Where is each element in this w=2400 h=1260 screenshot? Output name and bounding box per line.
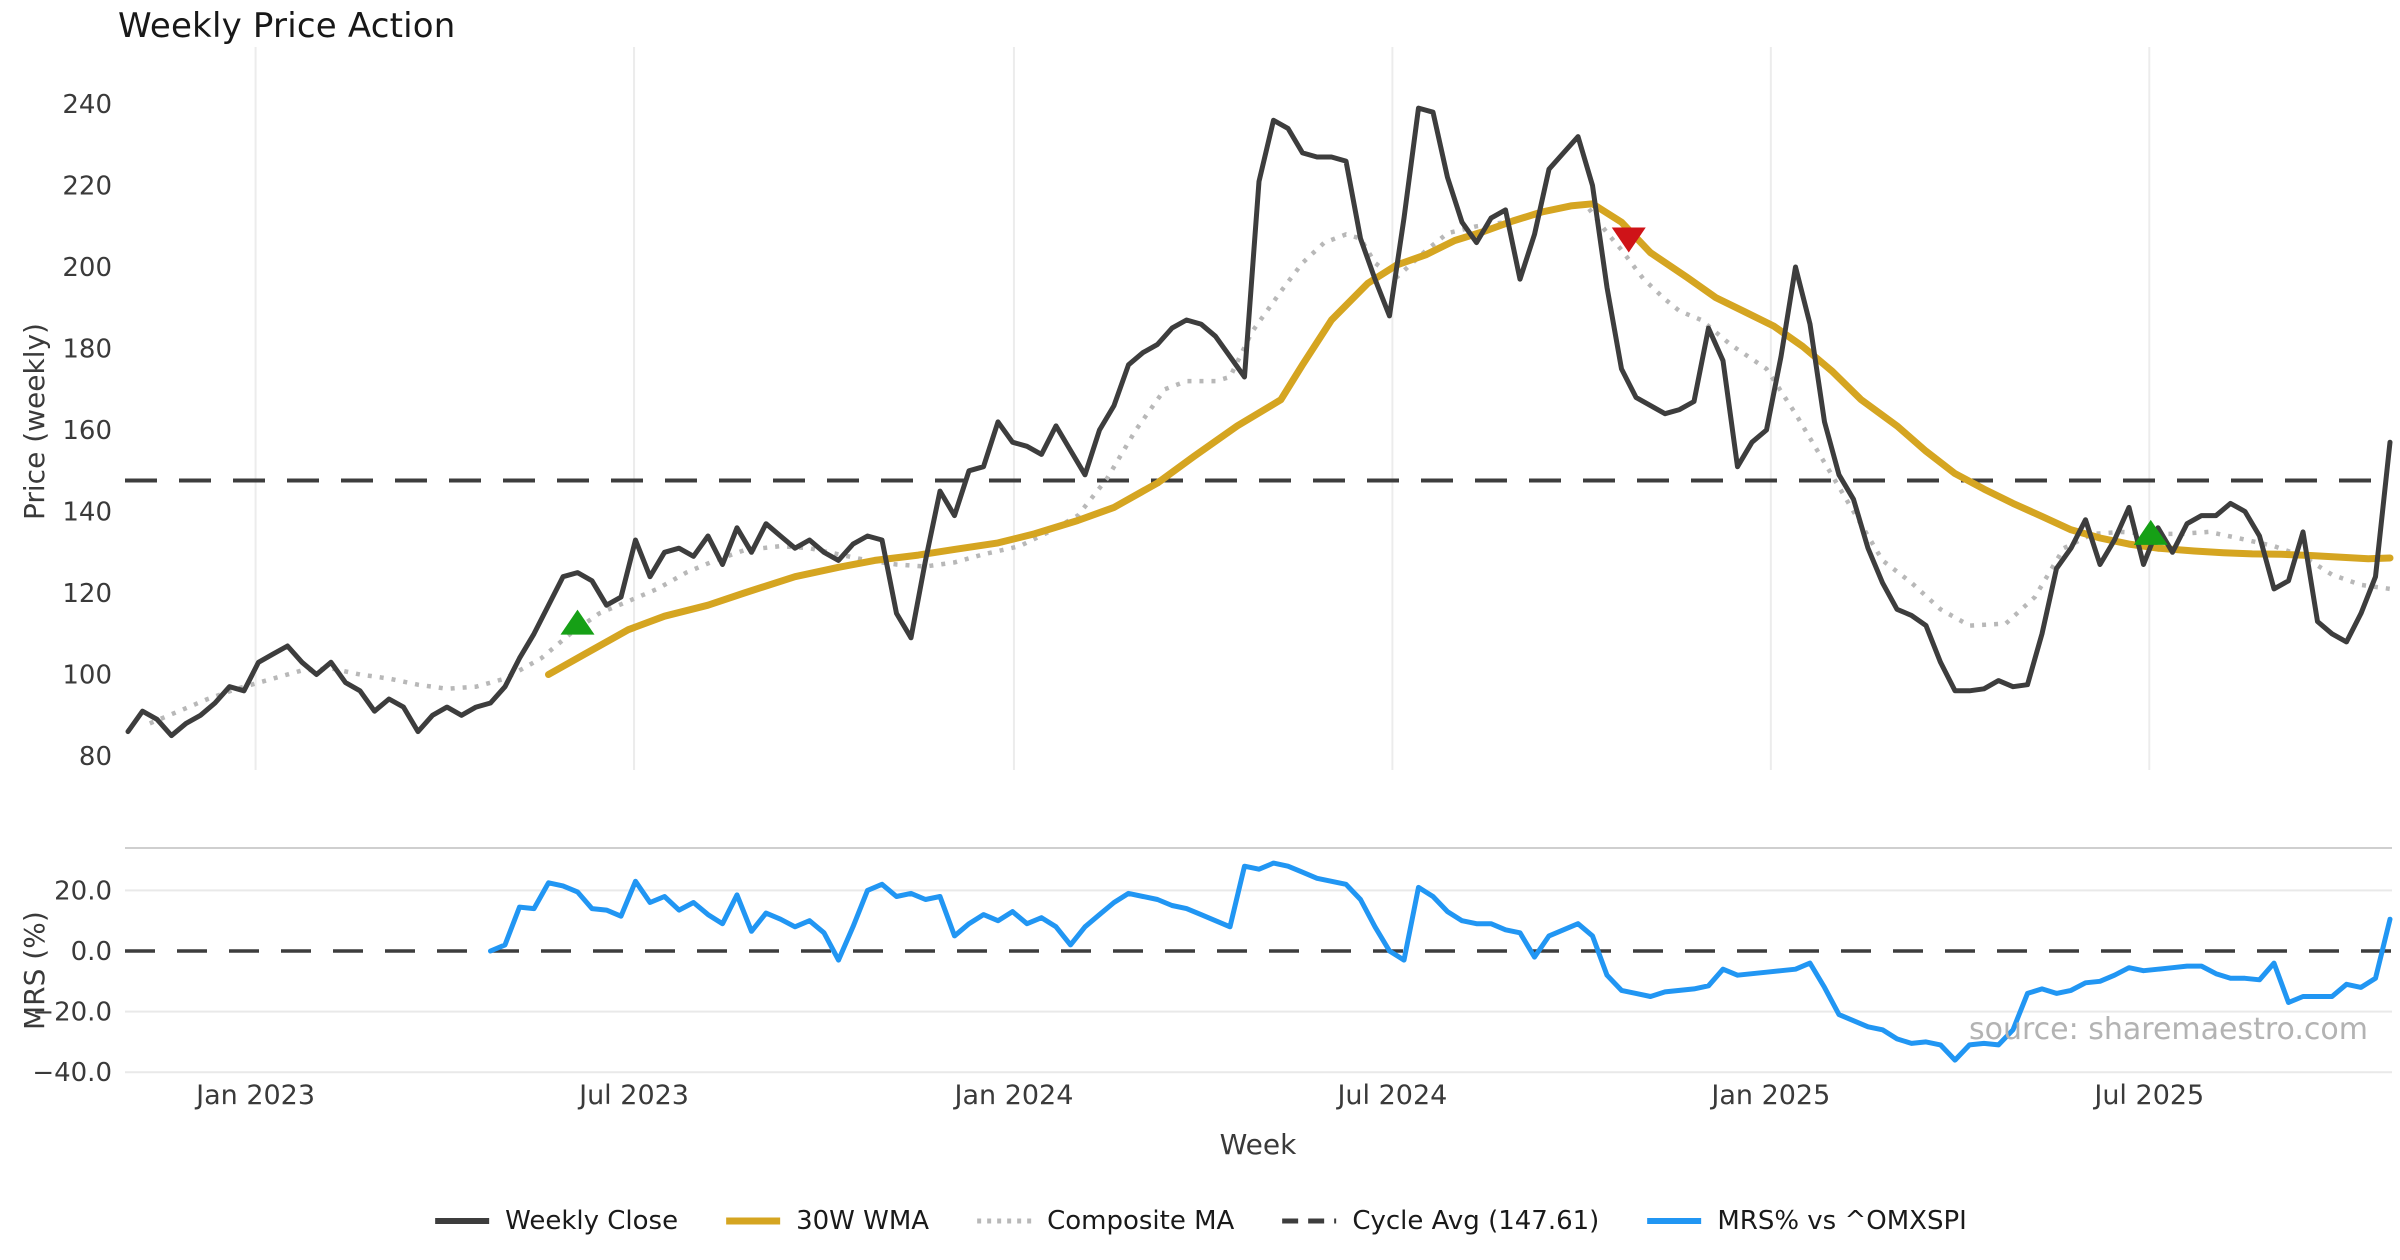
legend-label: Weekly Close xyxy=(505,1206,679,1236)
source-watermark: source: sharemaestro.com xyxy=(1969,1012,2368,1047)
weekly-close-line-icon xyxy=(435,1218,490,1224)
legend: Weekly Close 30W WMA Composite MA Cycle … xyxy=(433,1206,1967,1236)
legend-label: MRS% vs ^OMXSPI xyxy=(1717,1206,1967,1236)
svg-text:Jan 2025: Jan 2025 xyxy=(1709,1080,1830,1111)
legend-item-composite-ma: Composite MA xyxy=(975,1206,1234,1236)
svg-text:0.0: 0.0 xyxy=(71,937,112,967)
wma-line-icon xyxy=(726,1217,781,1225)
svg-text:100: 100 xyxy=(62,661,112,691)
svg-text:80: 80 xyxy=(79,742,112,772)
svg-text:Jan 2024: Jan 2024 xyxy=(952,1080,1073,1111)
legend-label: 30W WMA xyxy=(796,1206,930,1236)
legend-item-weekly-close: Weekly Close xyxy=(433,1206,678,1236)
svg-text:−20.0: −20.0 xyxy=(32,998,112,1028)
svg-text:Jul 2025: Jul 2025 xyxy=(2092,1080,2204,1111)
svg-text:220: 220 xyxy=(62,172,112,202)
mrs-line-icon xyxy=(1647,1218,1702,1224)
legend-label: Composite MA xyxy=(1047,1206,1235,1236)
svg-text:−40.0: −40.0 xyxy=(32,1058,112,1088)
svg-text:20.0: 20.0 xyxy=(54,876,112,906)
composite-ma-dotted-line-icon xyxy=(977,1218,1032,1224)
svg-text:200: 200 xyxy=(62,253,112,283)
svg-text:Jan 2023: Jan 2023 xyxy=(194,1080,315,1111)
cycle-avg-dashed-line-icon xyxy=(1282,1218,1337,1224)
legend-item-mrs: MRS% vs ^OMXSPI xyxy=(1645,1206,1967,1236)
svg-text:140: 140 xyxy=(62,498,112,528)
legend-label: Cycle Avg (147.61) xyxy=(1352,1206,1600,1236)
page-title: Weekly Price Action xyxy=(118,6,456,46)
legend-item-cycle-avg: Cycle Avg (147.61) xyxy=(1280,1206,1599,1236)
svg-text:120: 120 xyxy=(62,579,112,609)
svg-text:180: 180 xyxy=(62,335,112,365)
svg-text:Jul 2023: Jul 2023 xyxy=(577,1080,689,1111)
svg-text:240: 240 xyxy=(62,90,112,120)
svg-text:Jul 2024: Jul 2024 xyxy=(1335,1080,1447,1111)
svg-text:160: 160 xyxy=(62,416,112,446)
legend-item-30w-wma: 30W WMA xyxy=(724,1206,929,1236)
x-axis-title: Week xyxy=(1219,1128,1297,1161)
